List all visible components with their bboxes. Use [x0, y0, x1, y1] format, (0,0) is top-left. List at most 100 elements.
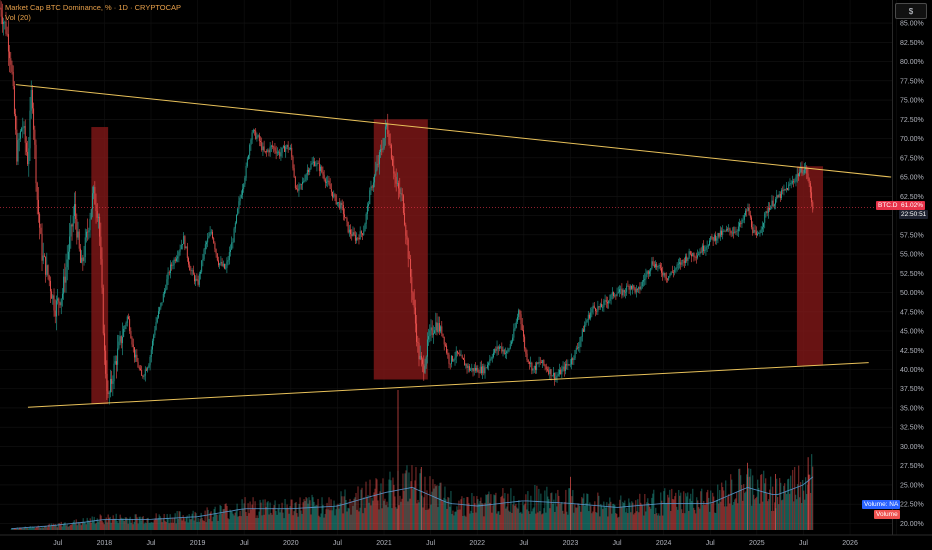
price-candle: [677, 263, 679, 265]
price-candle: [437, 323, 439, 332]
price-candle: [608, 300, 610, 304]
price-candle: [170, 264, 171, 274]
volume-bar: [804, 499, 806, 530]
price-candle: [501, 346, 503, 352]
volume-bar: [752, 475, 754, 530]
volume-bar: [484, 502, 486, 530]
price-candle: [206, 242, 207, 245]
price-candle: [448, 354, 450, 364]
price-candle: [364, 223, 366, 232]
volume-bar: [445, 499, 447, 530]
volume-bar: [474, 503, 476, 530]
time-axis[interactable]: Jul 2018 Jul 2019 Jul 2020 Jul 2021 Jul 2022 Jul 20…: [0, 534, 932, 547]
volume-indicator-label[interactable]: Vol (20): [5, 13, 31, 22]
volume-bar: [428, 508, 430, 530]
price-candle: [431, 327, 433, 335]
price-candle: [633, 285, 635, 288]
volume-bar: [319, 517, 321, 530]
volume-bar: [417, 499, 419, 530]
volume-bar: [97, 521, 99, 530]
price-candle: [10, 58, 12, 65]
volume-bar: [149, 522, 151, 530]
volume-bar: [441, 499, 443, 530]
volume-bar: [201, 517, 203, 530]
price-candle: [150, 349, 152, 357]
price-candle: [340, 202, 342, 209]
volume-bar: [330, 499, 332, 530]
volume-bar: [686, 496, 688, 530]
volume-bar: [546, 486, 548, 530]
price-candle: [389, 144, 391, 146]
volume-bar: [525, 494, 527, 530]
price-axis[interactable]: 85.00%82.50%80.00%77.50%75.00%72.50%70.0…: [900, 21, 924, 528]
volume-bar: [425, 509, 427, 530]
volume-bar: [635, 500, 637, 530]
volume-bar: [688, 510, 690, 530]
volume-bar: [476, 496, 478, 530]
volume-bar: [599, 516, 601, 530]
volume-bar: [809, 474, 811, 530]
price-candle: [496, 346, 498, 351]
volume-bar: [68, 526, 70, 530]
volume-bar: [574, 504, 576, 530]
volume-bar: [684, 513, 686, 530]
volume-bar: [798, 465, 800, 530]
volume-bar: [235, 511, 237, 530]
price-candle: [521, 324, 523, 331]
price-candle: [725, 229, 727, 232]
price-candle: [754, 230, 756, 232]
price-candle: [617, 292, 619, 294]
volume-bar: [223, 508, 225, 530]
volume-bar: [735, 498, 737, 530]
price-candle: [807, 173, 809, 179]
price-candle: [456, 350, 458, 354]
price-candle: [49, 280, 51, 292]
price-candle: [647, 271, 649, 274]
price-candle: [779, 194, 781, 198]
currency-button[interactable]: $: [895, 3, 927, 19]
price-candle: [420, 355, 422, 360]
trendlines[interactable]: [15, 84, 892, 408]
price-candle: [686, 256, 688, 261]
price-candle: [72, 215, 74, 227]
volume-bar: [622, 501, 624, 530]
volume-bar: [371, 497, 373, 530]
volume-bar: [259, 499, 261, 530]
price-candle: [368, 204, 370, 206]
price-candle: [577, 347, 578, 349]
volume-bar: [422, 507, 424, 530]
price-candle: [488, 363, 490, 365]
volume-bar: [215, 513, 217, 530]
volume-bar: [17, 528, 19, 530]
volume-bar: [85, 524, 87, 530]
price-candle: [461, 355, 463, 359]
volume-bar: [793, 501, 795, 530]
volume-bar: [127, 523, 129, 530]
volume-bar: [115, 513, 117, 530]
price-candle: [308, 169, 309, 173]
volume-bar: [753, 494, 755, 530]
volume-bar: [268, 514, 270, 530]
volume-bar: [503, 498, 505, 530]
price-candle: [402, 195, 404, 214]
volume-bar: [737, 503, 739, 530]
price-tag-symbol-text: BTC.D: [878, 202, 898, 209]
price-candle: [288, 148, 290, 150]
volume-bar: [541, 514, 543, 530]
price-candle: [110, 378, 111, 393]
volume-bar: [614, 504, 616, 530]
price-candle: [167, 272, 169, 280]
volume-bar: [352, 505, 354, 530]
price-candle: [335, 195, 337, 205]
price-candle: [649, 271, 650, 274]
volume-bar: [616, 513, 618, 530]
price-candle: [668, 276, 670, 280]
volume-bar: [21, 528, 23, 530]
volume-bar: [153, 520, 155, 530]
price-candle: [800, 166, 802, 173]
price-candle: [266, 151, 267, 152]
volume-bar: [353, 498, 355, 530]
price-candle: [114, 361, 116, 364]
price-candle: [406, 235, 408, 240]
